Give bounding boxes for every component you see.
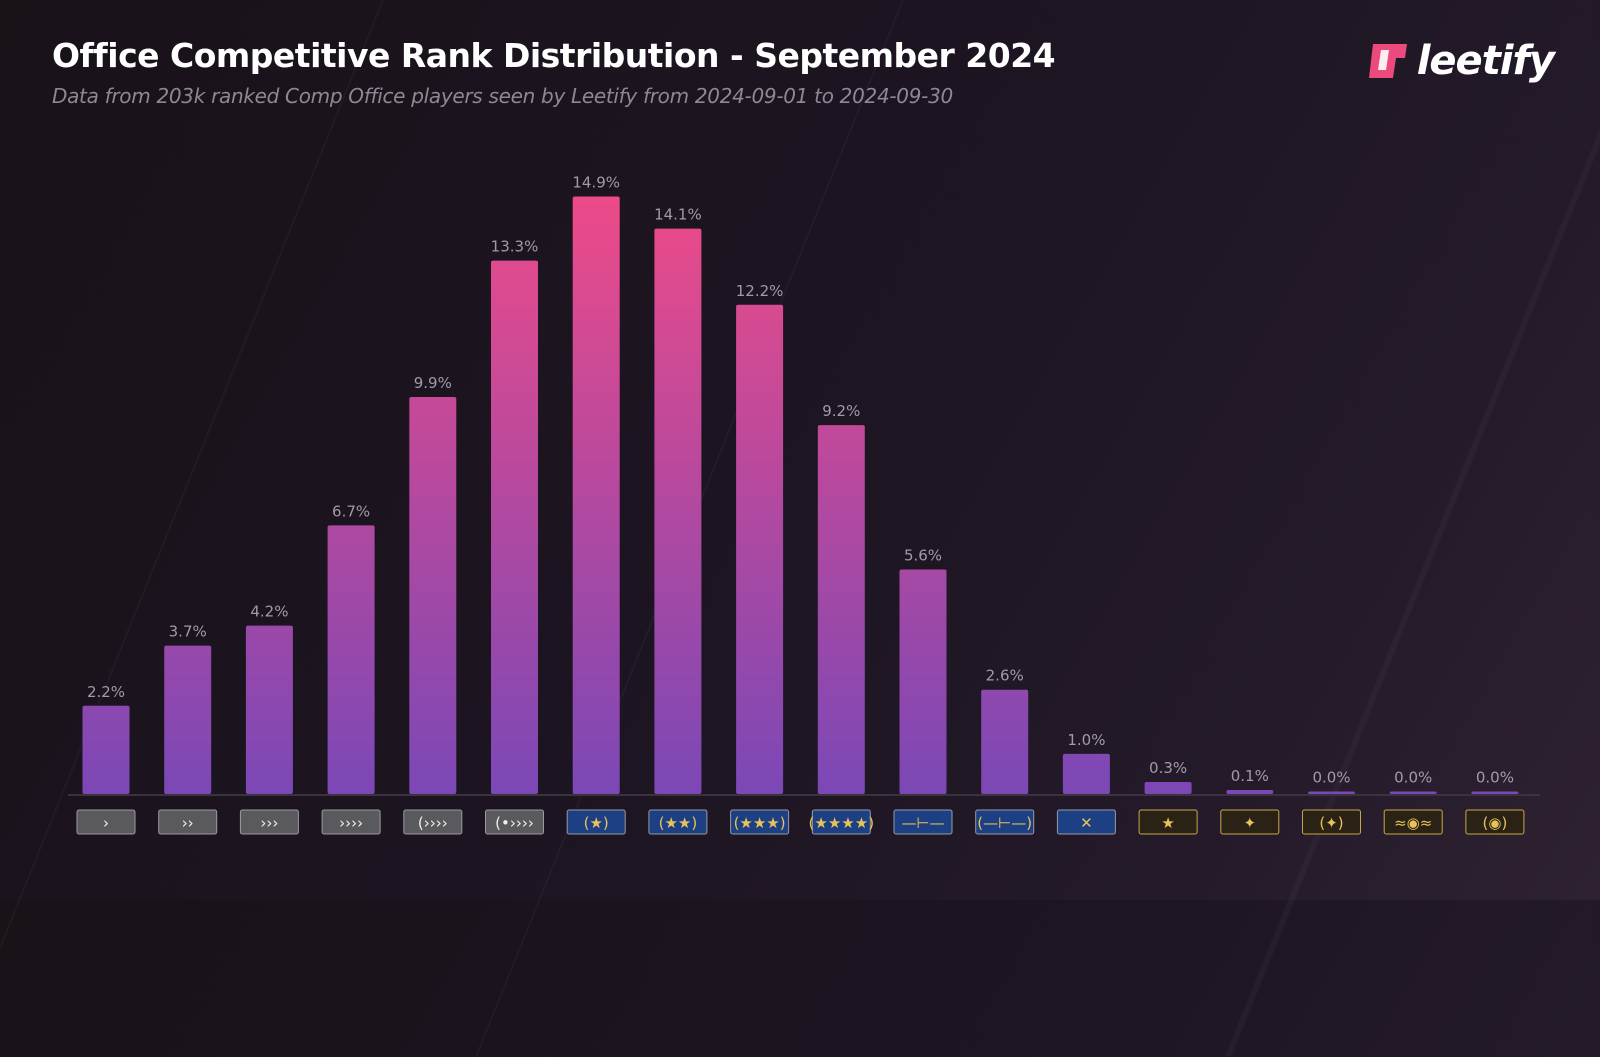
svg-text:(◉): (◉)	[1483, 814, 1508, 832]
gold-nova-master-icon: (★★★★)	[809, 809, 875, 835]
data-label: 0.0%	[1312, 769, 1350, 787]
data-label: 2.6%	[986, 667, 1024, 685]
legendary-eagle-icon: ✦	[1220, 809, 1280, 835]
gold-nova-1-icon: (★)	[566, 809, 626, 835]
svg-text:✦: ✦	[1244, 814, 1257, 832]
master-guardian-elite-icon: ✕	[1056, 809, 1116, 835]
supreme-master-first-class-icon: ≈◉≈	[1383, 809, 1443, 835]
svg-text:—⊢—: —⊢—	[901, 814, 944, 832]
data-label: 13.3%	[491, 238, 539, 256]
data-label: 14.9%	[572, 174, 620, 192]
svg-text:››: ››	[182, 814, 194, 832]
data-label: 12.2%	[736, 282, 784, 300]
bar	[736, 304, 784, 794]
bar	[817, 425, 865, 794]
silver-4-icon: ››››	[321, 809, 381, 835]
svg-text:››››: ››››	[339, 814, 363, 832]
bar	[981, 689, 1029, 794]
bar	[899, 569, 947, 794]
svg-text:(★★): (★★)	[659, 814, 698, 832]
bar	[654, 228, 702, 795]
data-label: 2.2%	[87, 683, 125, 701]
silver-1-icon: ›	[76, 809, 136, 835]
svg-text:(✦): (✦)	[1319, 814, 1343, 832]
bar	[1308, 791, 1355, 794]
bar	[82, 705, 130, 794]
gold-nova-2-icon: (★★)	[648, 809, 708, 835]
svg-text:(—⊢—): (—⊢—)	[977, 814, 1032, 832]
bar	[491, 260, 538, 794]
master-guardian-2-icon: (—⊢—)	[975, 809, 1035, 835]
svg-text:★: ★	[1161, 814, 1174, 832]
svg-text:›››: ›››	[260, 814, 278, 832]
data-label: 9.9%	[414, 374, 452, 392]
data-label: 1.0%	[1067, 731, 1105, 749]
data-label: 0.0%	[1476, 769, 1514, 787]
data-label: 0.3%	[1149, 759, 1187, 777]
bar	[1144, 781, 1192, 794]
data-label: 14.1%	[654, 206, 702, 224]
silver-3-icon: ›››	[239, 809, 299, 835]
bar-chart: 2.2% › 3.7% ›› 4.2% ››› 6.7% ›››› 9.9% (›››› 13.3%…	[68, 174, 1540, 835]
chart-subtitle: Data from 203k ranked Comp Office player…	[52, 84, 953, 108]
svg-text:(•››››: (•››››	[495, 814, 534, 832]
data-label: 5.6%	[904, 546, 942, 564]
data-label: 9.2%	[822, 402, 860, 420]
master-guardian-1-icon: —⊢—	[893, 809, 953, 835]
global-elite-icon: (◉)	[1465, 809, 1525, 835]
distinguished-master-guardian-icon: ★	[1138, 809, 1198, 835]
bar	[409, 397, 457, 794]
chart-title: Office Competitive Rank Distribution - S…	[52, 36, 1056, 75]
svg-text:(★): (★)	[584, 814, 609, 832]
svg-text:(★★★★): (★★★★)	[809, 814, 875, 832]
leetify-logo: leetify	[1367, 38, 1555, 84]
bar	[1471, 791, 1519, 794]
svg-text:≈◉≈: ≈◉≈	[1394, 814, 1432, 832]
data-label: 0.0%	[1394, 769, 1432, 787]
data-label: 6.7%	[332, 502, 370, 520]
silver-elite-master-icon: (•››››	[485, 809, 544, 835]
leetify-logo-icon	[1368, 44, 1407, 78]
bar	[245, 625, 293, 794]
svg-text:›: ›	[103, 814, 109, 832]
svg-text:✕: ✕	[1080, 814, 1093, 832]
silver-2-icon: ››	[158, 809, 218, 835]
data-label: 3.7%	[169, 623, 207, 641]
bar	[1062, 753, 1110, 794]
data-label: 4.2%	[250, 603, 288, 621]
bar	[572, 196, 620, 794]
silver-elite-icon: (››››	[403, 809, 463, 835]
bar	[1389, 791, 1437, 794]
legendary-eagle-master-icon: (✦)	[1302, 809, 1361, 835]
data-label: 0.1%	[1231, 767, 1269, 785]
bar	[1226, 789, 1274, 794]
bar	[164, 645, 212, 794]
svg-text:(★★★): (★★★)	[734, 814, 786, 832]
svg-text:(››››: (››››	[418, 814, 448, 832]
logo-text: leetify	[1416, 38, 1555, 84]
bar	[327, 525, 375, 794]
gold-nova-3-icon: (★★★)	[730, 809, 790, 835]
